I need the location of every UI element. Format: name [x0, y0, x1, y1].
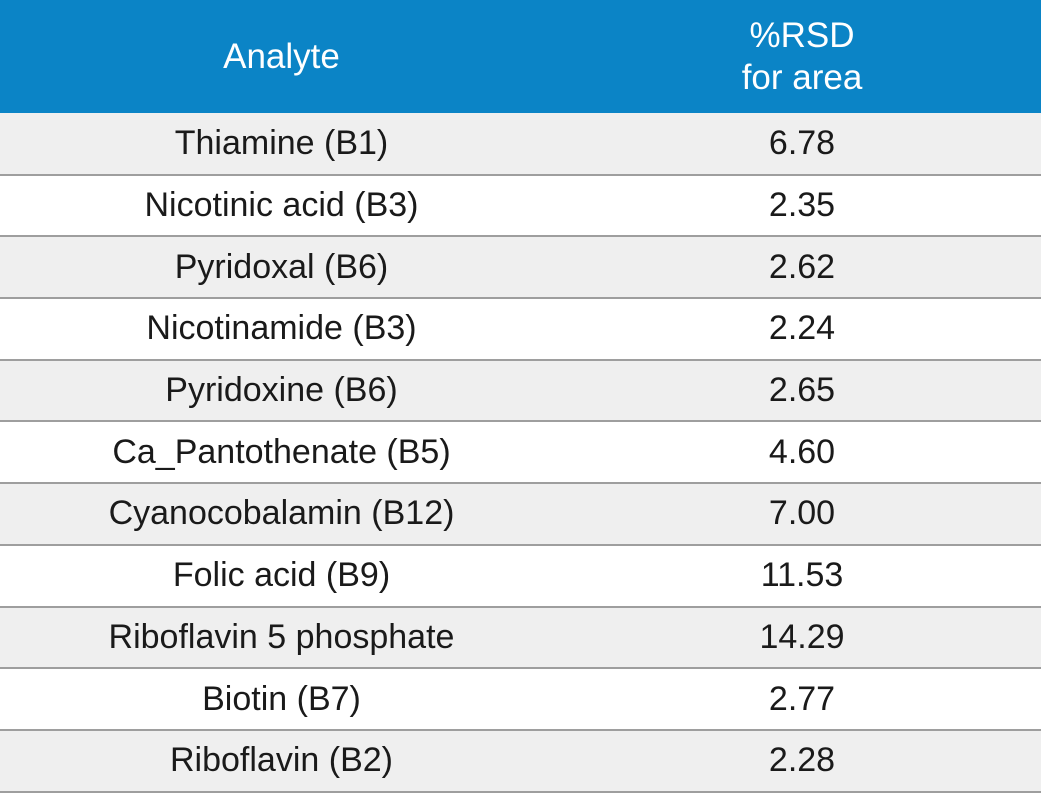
cell-rsd: 11.53 [563, 544, 1041, 608]
cell-rsd: 2.24 [563, 298, 1041, 361]
cell-analyte: Biotin (B7) [0, 668, 563, 731]
cell-analyte: Pyridoxine (B6) [0, 359, 563, 423]
table-row: Ca_Pantothenate (B5) 4.60 [0, 421, 1041, 485]
table-row: Riboflavin (B2) 2.28 [0, 729, 1041, 793]
table-row: Pyridoxine (B6) 2.65 [0, 359, 1041, 423]
table-row: Nicotinic acid (B3) 2.35 [0, 174, 1041, 238]
cell-rsd: 2.65 [563, 359, 1041, 423]
table-body: Thiamine (B1) 6.78 Nicotinic acid (B3) 2… [0, 113, 1041, 793]
cell-rsd: 2.77 [563, 668, 1041, 731]
cell-rsd: 2.62 [563, 236, 1041, 300]
table-row: Biotin (B7) 2.77 [0, 668, 1041, 731]
header-rsd-label-line2: for area [741, 57, 863, 97]
cell-analyte: Pyridoxal (B6) [0, 236, 563, 300]
table-row: Thiamine (B1) 6.78 [0, 113, 1041, 176]
header-analyte: Analyte [0, 0, 563, 113]
table-row: Pyridoxal (B6) 2.62 [0, 236, 1041, 300]
cell-analyte: Thiamine (B1) [0, 113, 563, 176]
cell-rsd: 4.60 [563, 421, 1041, 485]
cell-rsd: 2.35 [563, 174, 1041, 238]
header-rsd-label-line1: %RSD [749, 15, 855, 55]
table-header: Analyte %RSD for area [0, 0, 1041, 113]
header-analyte-label: Analyte [223, 36, 340, 76]
header-rsd: %RSD for area [563, 0, 1041, 113]
cell-analyte: Riboflavin (B2) [0, 729, 563, 793]
table-row: Cyanocobalamin (B12) 7.00 [0, 483, 1041, 546]
table-row: Folic acid (B9) 11.53 [0, 544, 1041, 608]
cell-rsd: 6.78 [563, 113, 1041, 176]
cell-analyte: Nicotinamide (B3) [0, 298, 563, 361]
cell-analyte: Folic acid (B9) [0, 544, 563, 608]
cell-analyte: Ca_Pantothenate (B5) [0, 421, 563, 485]
cell-rsd: 7.00 [563, 483, 1041, 546]
header-row: Analyte %RSD for area [0, 0, 1041, 113]
cell-rsd: 2.28 [563, 729, 1041, 793]
table-row: Riboflavin 5 phosphate 14.29 [0, 606, 1041, 670]
table-row: Nicotinamide (B3) 2.24 [0, 298, 1041, 361]
cell-analyte: Nicotinic acid (B3) [0, 174, 563, 238]
cell-analyte: Riboflavin 5 phosphate [0, 606, 563, 670]
cell-analyte: Cyanocobalamin (B12) [0, 483, 563, 546]
cell-rsd: 14.29 [563, 606, 1041, 670]
